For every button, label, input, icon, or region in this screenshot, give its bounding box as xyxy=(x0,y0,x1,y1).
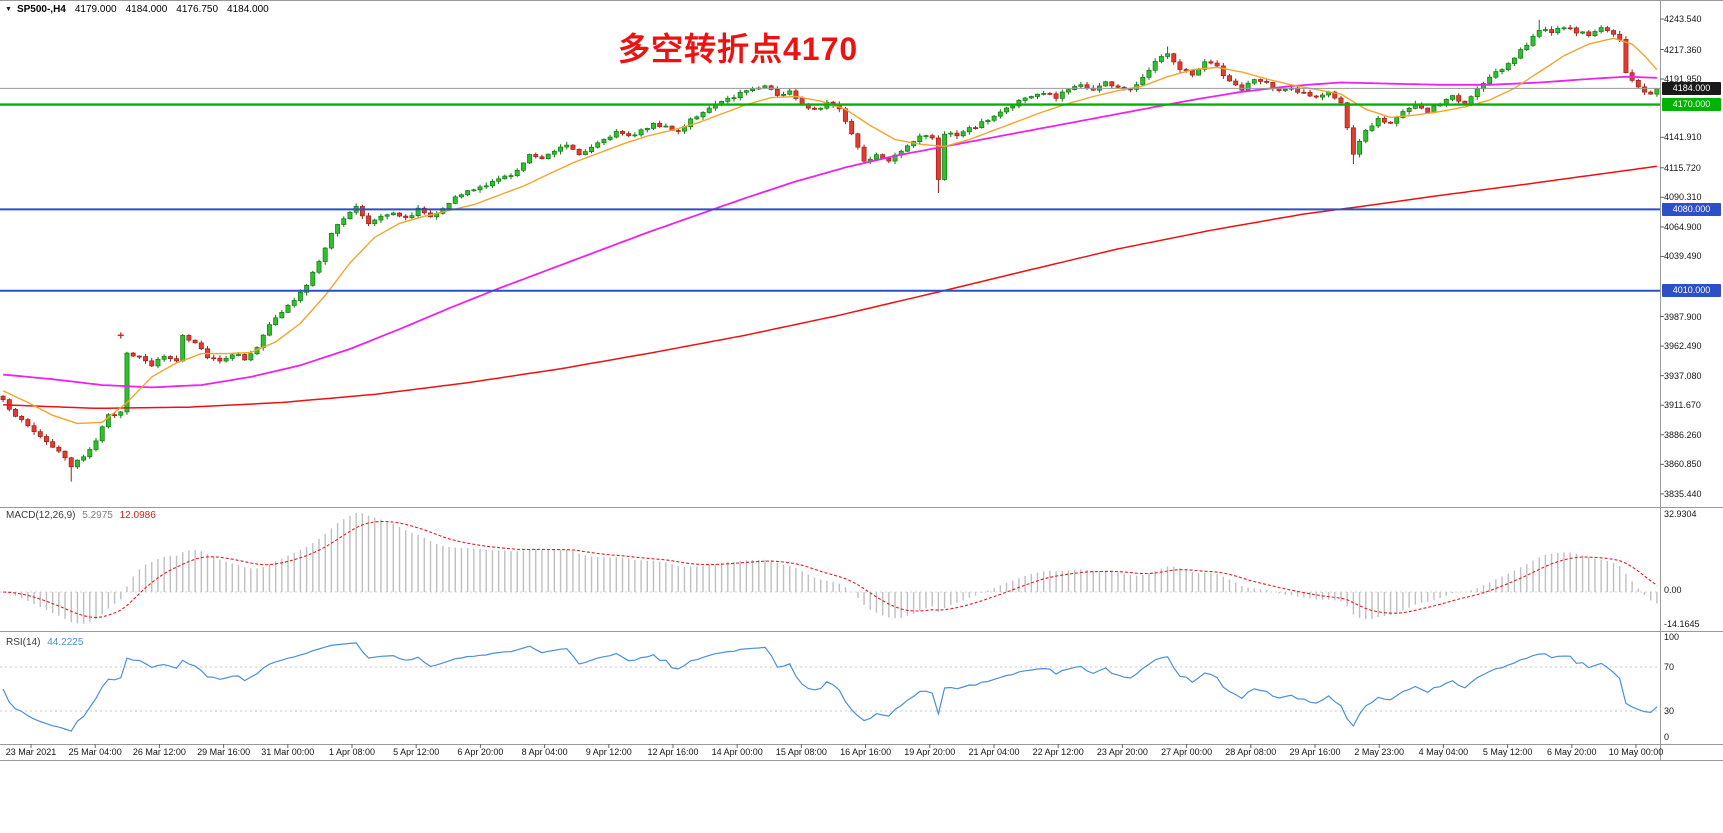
rsi-axis-label: 100 xyxy=(1664,632,1680,642)
price-axis-tick: 4243.540 xyxy=(1664,14,1702,25)
macd-axis-zero: 0.00 xyxy=(1664,585,1682,595)
price-axis-tick: 3835.440 xyxy=(1664,488,1702,499)
hline-4080-badge: 4080.000 xyxy=(1662,202,1721,216)
macd-title: MACD(12,26,9) xyxy=(6,510,76,521)
annotation-text[interactable]: 多空转折点4170 xyxy=(618,31,859,67)
time-axis-label: 26 Mar 12:00 xyxy=(132,747,186,757)
rsi-axis-label: 30 xyxy=(1664,706,1675,716)
price-axis-tick: 4090.310 xyxy=(1664,192,1702,203)
time-axis-label: 9 Apr 12:00 xyxy=(585,747,632,757)
macd-main-value: 5.2975 xyxy=(82,510,113,521)
current-price-badge: 4184.000 xyxy=(1662,81,1721,95)
time-axis-label: 6 Apr 20:00 xyxy=(457,747,504,757)
time-axis-label: 29 Mar 16:00 xyxy=(197,747,251,757)
time-axis-label: 4 May 04:00 xyxy=(1418,747,1469,757)
candlestick-series xyxy=(0,19,1660,482)
high-value: 4184.000 xyxy=(125,4,168,15)
low-value: 4176.750 xyxy=(176,4,219,15)
time-axis-label: 1 Apr 08:00 xyxy=(328,747,376,757)
time-axis-label: 10 May 00:00 xyxy=(1608,747,1664,757)
chart-ohlc-header: ▼ SP500-,H4 4179.000 4184.000 4176.750 4… xyxy=(5,4,269,15)
price-axis-tick: 3987.900 xyxy=(1664,311,1702,322)
price-axis[interactable]: 32.9304 0.00 -14.1645 4243.540 4217.360 41… xyxy=(1661,0,1723,760)
ma-fast-line xyxy=(2,37,1658,425)
price-axis-tick: 4141.910 xyxy=(1664,132,1702,143)
price-axis-tick: 3886.260 xyxy=(1664,429,1702,440)
time-axis-label: 28 Apr 08:00 xyxy=(1225,747,1277,757)
time-axis-label: 29 Apr 16:00 xyxy=(1289,747,1341,757)
chevron-down-icon[interactable]: ▼ xyxy=(5,6,12,13)
rsi-value: 44.2225 xyxy=(47,637,84,648)
symbol-timeframe-label: SP500-,H4 xyxy=(16,4,66,15)
time-axis-label: 15 Apr 08:00 xyxy=(775,747,827,757)
price-axis-tick: 3860.850 xyxy=(1664,459,1702,470)
price-axis-tick: 4217.360 xyxy=(1664,44,1702,55)
rsi-panel xyxy=(0,642,1660,732)
time-axis[interactable]: 23 Mar 2021 25 Mar 04:00 26 Mar 12:00 29 Ma… xyxy=(0,744,1664,760)
time-axis-label: 31 Mar 00:00 xyxy=(261,747,315,757)
time-axis-label: 5 May 12:00 xyxy=(1482,747,1533,757)
chart-markers[interactable]: + xyxy=(117,329,124,343)
rsi-line xyxy=(2,642,1658,732)
price-axis-tick: 4039.490 xyxy=(1664,251,1702,262)
macd-indicator-label: MACD(12,26,9) 5.2975 12.0986 xyxy=(6,510,156,521)
plus-marker: + xyxy=(117,329,124,343)
time-axis-label: 6 May 20:00 xyxy=(1547,747,1597,757)
time-axis-label: 8 Apr 04:00 xyxy=(521,747,568,757)
price-axis-tick: 4191.950 xyxy=(1664,74,1702,85)
time-axis-label: 27 Apr 00:00 xyxy=(1161,747,1213,757)
rsi-axis-label: 0 xyxy=(1664,732,1670,742)
time-axis-label: 12 Apr 16:00 xyxy=(647,747,699,757)
price-axis-tick: 3962.490 xyxy=(1664,341,1702,352)
price-axis-tick: 3937.080 xyxy=(1664,370,1702,381)
axis-ticks xyxy=(30,18,1664,748)
time-axis-label: 22 Apr 12:00 xyxy=(1032,747,1084,757)
ma-medium-line xyxy=(3,75,1657,389)
price-axis-tick: 3911.670 xyxy=(1664,400,1701,411)
time-axis-label: 5 Apr 12:00 xyxy=(393,747,440,757)
time-axis-label: 19 Apr 20:00 xyxy=(904,747,956,757)
hline-4010-badge: 4010.000 xyxy=(1662,284,1721,298)
price-axis-tick: 4115.720 xyxy=(1664,162,1701,173)
price-axis-tick: 4064.900 xyxy=(1664,221,1702,232)
time-axis-label: 16 Apr 16:00 xyxy=(840,747,892,757)
macd-axis-min: -14.1645 xyxy=(1664,619,1700,629)
close-value: 4184.000 xyxy=(227,4,269,15)
open-value: 4179.000 xyxy=(74,4,117,15)
chart-canvas[interactable]: + xyxy=(0,0,1723,761)
time-axis-label: 2 May 23:00 xyxy=(1354,747,1404,757)
macd-panel xyxy=(0,513,1660,624)
macd-signal-value: 12.0986 xyxy=(119,510,156,521)
time-axis-label: 23 Mar 2021 xyxy=(5,747,57,757)
moving-averages xyxy=(2,37,1658,425)
macd-axis-max: 32.9304 xyxy=(1664,509,1697,519)
time-axis-label: 14 Apr 00:00 xyxy=(711,747,763,757)
panel-borders xyxy=(0,0,1723,761)
macd-signal-line xyxy=(3,520,1658,619)
hline-4170-badge: 4170.000 xyxy=(1662,98,1721,112)
time-axis-label: 21 Apr 04:00 xyxy=(968,747,1020,757)
ma-slow-line xyxy=(3,165,1657,410)
time-axis-label: 25 Mar 04:00 xyxy=(68,747,122,757)
rsi-axis-label: 70 xyxy=(1664,662,1675,672)
rsi-indicator-label: RSI(14) 44.2225 xyxy=(6,637,83,648)
rsi-title: RSI(14) xyxy=(6,637,41,648)
horizontal-lines xyxy=(0,87,1660,292)
time-axis-label: 23 Apr 20:00 xyxy=(1096,747,1148,757)
